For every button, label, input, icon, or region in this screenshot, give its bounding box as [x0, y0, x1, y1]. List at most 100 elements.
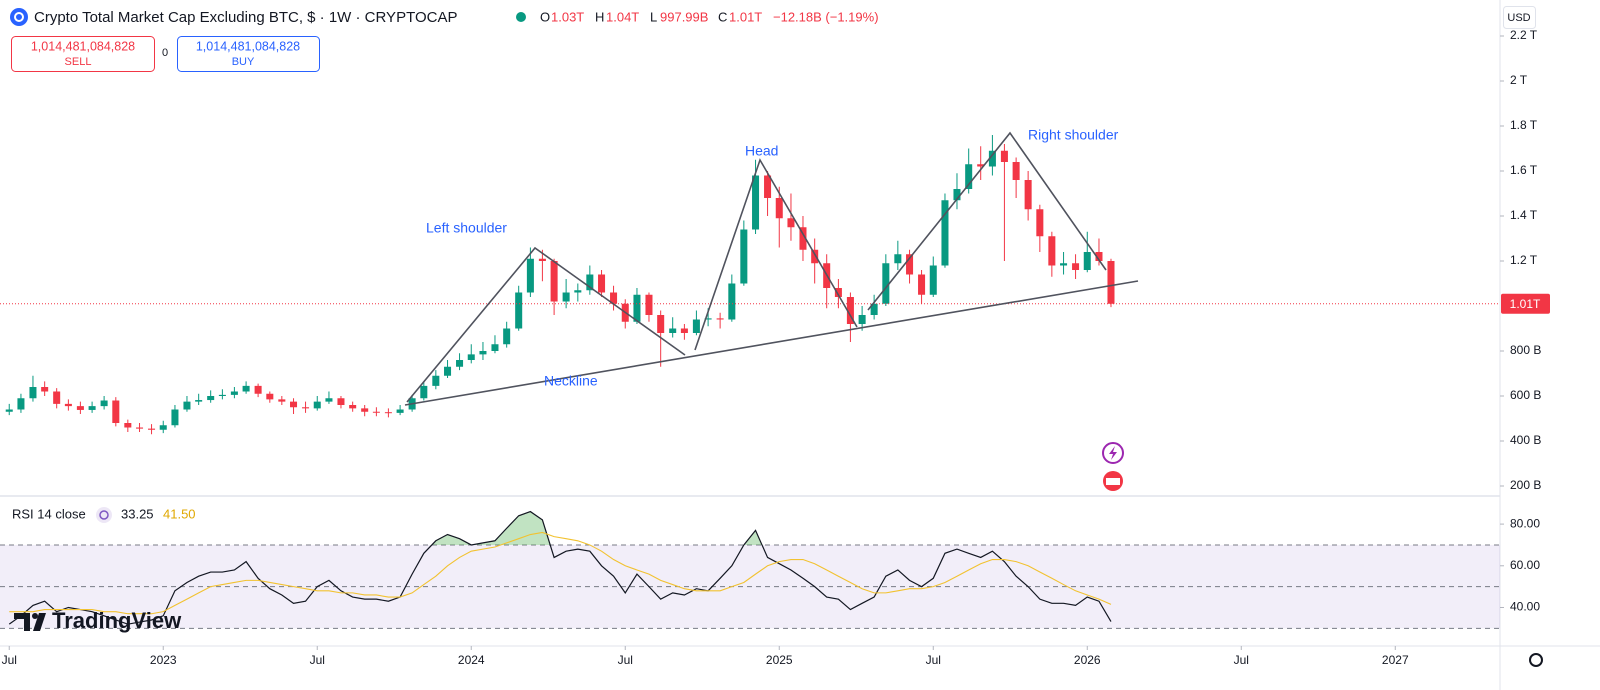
candle-body [574, 290, 582, 293]
candle-body [657, 315, 665, 333]
y-tick-label: 800 B [1510, 343, 1541, 357]
symbol-logo [10, 8, 28, 26]
candle-body [88, 406, 96, 410]
candle-body [124, 423, 132, 428]
sell-price: 1,014,481,084,828 [31, 39, 135, 53]
y-tick-label: 200 B [1510, 478, 1541, 492]
x-tick-label: Jul [926, 653, 941, 667]
x-tick-label: 2024 [458, 653, 485, 667]
currency-button[interactable] [1503, 6, 1536, 29]
candle-body [302, 407, 310, 409]
currency: USD [1507, 12, 1530, 24]
pattern-drawing [404, 131, 1139, 406]
candle-body [965, 164, 973, 189]
y-tick-label: 1.6 T [1510, 163, 1538, 177]
brand-name: TradingView [52, 608, 182, 633]
candle-body [467, 354, 475, 360]
candle-body [349, 405, 357, 409]
candle-body [29, 387, 37, 399]
candle-body [420, 385, 428, 399]
candle-body [53, 391, 61, 404]
y-tick-label: 2.2 T [1510, 28, 1538, 42]
candle-body [479, 351, 487, 355]
annotation: Neckline [544, 373, 598, 389]
candle-body [846, 297, 854, 324]
ohlc-value: 1.01T [729, 9, 762, 24]
candle-body [1012, 162, 1020, 180]
y-tick-label: 400 B [1510, 433, 1541, 447]
buy-price: 1,014,481,084,828 [196, 39, 300, 53]
candle-body [503, 328, 511, 345]
brand-mark [33, 613, 46, 631]
x-tick-label: 2026 [1074, 653, 1101, 667]
candle-body [195, 400, 203, 402]
candle-body [1083, 252, 1091, 270]
candle-body [325, 398, 333, 402]
x-tick-label: 2023 [150, 653, 177, 667]
candle-body [1072, 263, 1080, 270]
event-icon-glyph [1109, 446, 1117, 460]
y-tick-label: 40.00 [1510, 600, 1540, 614]
candle-body [988, 150, 996, 167]
candle-body [148, 428, 156, 430]
right-shoulder-line [867, 131, 1107, 311]
rsi-legend-value: 33.25 [121, 506, 154, 521]
candle-body [254, 385, 262, 394]
ohlc-key: H [595, 9, 604, 24]
candle-body [953, 189, 961, 201]
last-price-label: 1.01T [1510, 297, 1541, 311]
symbol-title[interactable]: Crypto Total Market Cap Excluding BTC, $… [34, 9, 457, 26]
y-tick-label: 1.4 T [1510, 208, 1538, 222]
candle-body [278, 399, 286, 402]
buy-button[interactable] [177, 36, 320, 72]
head-line [694, 158, 858, 351]
x-tick-label: Jul [2, 653, 17, 667]
candle-body [230, 391, 238, 395]
rsi-ma-line [9, 531, 1112, 615]
candle-body [882, 263, 890, 304]
rsi-settings-glyph [99, 510, 109, 520]
candle-body [929, 265, 937, 295]
candle-body [906, 254, 914, 275]
market-status[interactable] [516, 12, 526, 22]
ohlc-value: 1.04T [606, 9, 639, 24]
candle-body [526, 258, 534, 293]
candle-body [396, 409, 404, 413]
settings-button[interactable] [1529, 653, 1543, 667]
candle-body [1048, 236, 1056, 266]
rsi-settings-icon[interactable] [96, 507, 112, 523]
candle-body [491, 344, 499, 351]
symbol-logo-glyph [14, 12, 24, 22]
sell-button[interactable] [11, 36, 155, 72]
candle-body [1024, 180, 1032, 210]
candle-body [1107, 261, 1115, 304]
candle-body [456, 360, 464, 367]
event-icon-glyph [1106, 478, 1120, 485]
candle-body [598, 274, 606, 293]
x-tick-label: 2027 [1382, 653, 1409, 667]
ohlc-key: L [650, 9, 657, 24]
candle-body [977, 164, 985, 167]
candle-body [764, 175, 772, 198]
x-tick-label: 2025 [766, 653, 793, 667]
brand-logo: TradingView [14, 608, 182, 633]
ohlc-value: 1.03T [551, 9, 584, 24]
candle-body [550, 261, 558, 302]
candle-body [17, 398, 25, 410]
candle-body [384, 412, 392, 414]
candle-body [218, 394, 226, 396]
candle-body [171, 409, 179, 426]
candle-body [432, 375, 440, 386]
candle-body [811, 249, 819, 264]
candle-body [752, 175, 760, 230]
candle-body [941, 200, 949, 266]
candle-body [444, 366, 452, 376]
buy-label: BUY [232, 56, 255, 68]
rsi-legend-ma-value: 41.50 [163, 506, 196, 521]
candle-body [361, 408, 369, 412]
candle-body [515, 292, 523, 329]
candle-body [1060, 263, 1068, 266]
rsi-pane [0, 510, 1500, 629]
